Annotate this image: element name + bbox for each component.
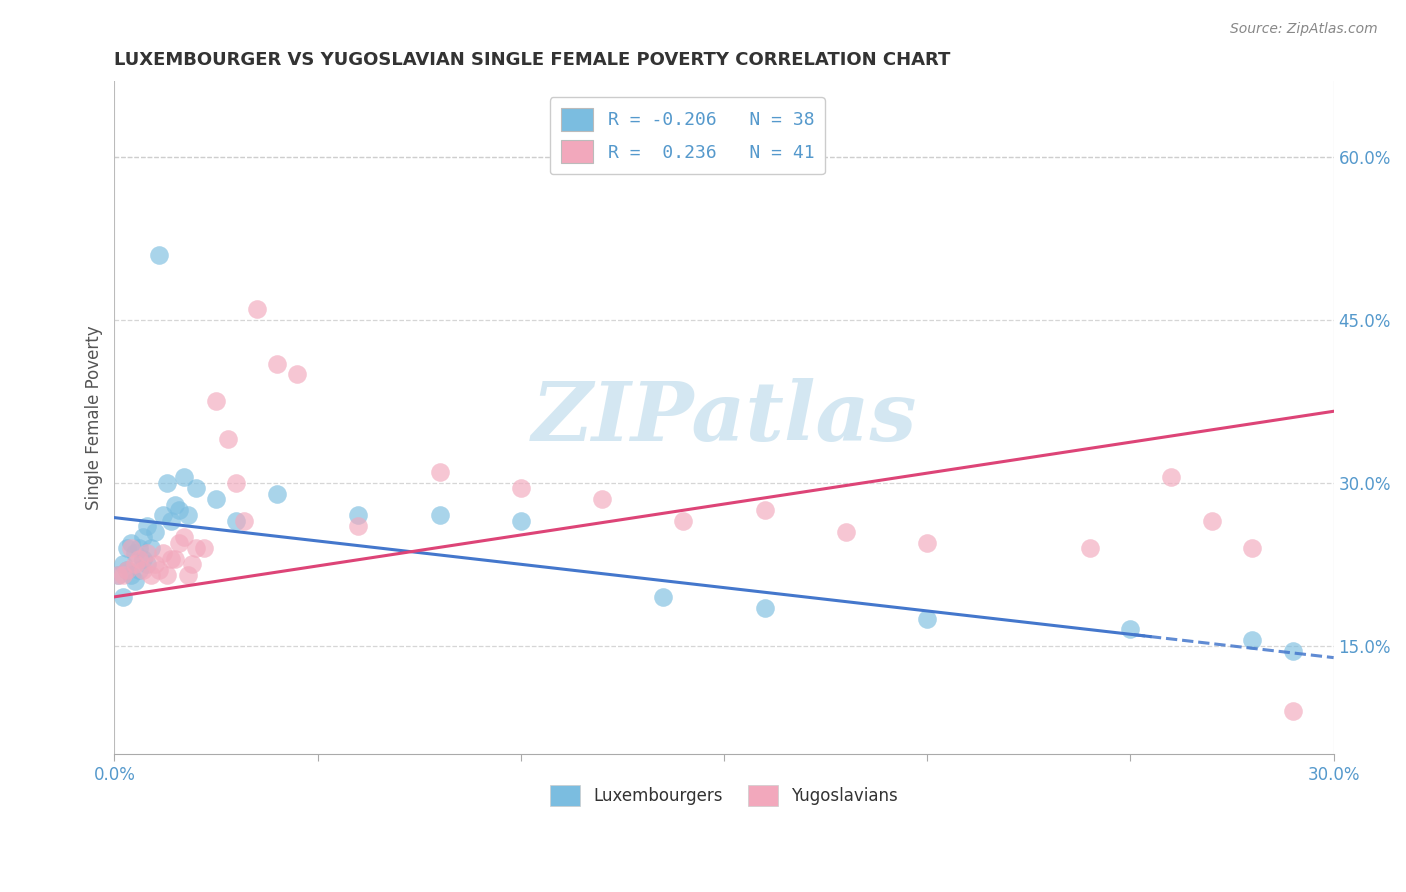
Point: [135, 519, 157, 533]
Point: [266, 357, 288, 371]
Point: [148, 563, 170, 577]
Point: [1241, 541, 1264, 555]
Point: [120, 541, 142, 555]
Point: [672, 514, 695, 528]
Point: [225, 475, 247, 490]
Text: Source: ZipAtlas.com: Source: ZipAtlas.com: [1230, 22, 1378, 37]
Point: [184, 481, 207, 495]
Point: [225, 514, 247, 528]
Point: [169, 535, 191, 549]
Point: [1078, 541, 1101, 555]
Point: [120, 568, 142, 582]
Point: [347, 508, 370, 523]
Point: [124, 574, 146, 588]
Point: [152, 508, 174, 523]
Point: [246, 302, 269, 317]
Point: [156, 475, 179, 490]
Point: [193, 541, 215, 555]
Point: [115, 563, 138, 577]
Point: [217, 433, 239, 447]
Point: [156, 568, 179, 582]
Point: [124, 558, 146, 572]
Point: [266, 487, 288, 501]
Point: [115, 541, 138, 555]
Point: [111, 558, 134, 572]
Point: [1160, 470, 1182, 484]
Point: [148, 248, 170, 262]
Point: [509, 514, 531, 528]
Text: ZIPatlas: ZIPatlas: [531, 378, 917, 458]
Point: [107, 568, 129, 582]
Point: [205, 492, 228, 507]
Point: [160, 552, 183, 566]
Point: [1119, 623, 1142, 637]
Point: [915, 611, 938, 625]
Point: [132, 530, 155, 544]
Point: [173, 470, 195, 484]
Point: [429, 465, 451, 479]
Point: [128, 552, 150, 566]
Point: [1282, 644, 1305, 658]
Point: [135, 546, 157, 560]
Point: [176, 508, 198, 523]
Point: [115, 563, 138, 577]
Point: [132, 563, 155, 577]
Point: [429, 508, 451, 523]
Point: [1282, 704, 1305, 718]
Point: [111, 568, 134, 582]
Point: [285, 368, 308, 382]
Point: [165, 552, 187, 566]
Y-axis label: Single Female Poverty: Single Female Poverty: [86, 326, 103, 510]
Point: [1201, 514, 1223, 528]
Point: [915, 535, 938, 549]
Point: [184, 541, 207, 555]
Point: [169, 503, 191, 517]
Point: [180, 558, 202, 572]
Point: [124, 546, 146, 560]
Point: [754, 503, 776, 517]
Text: LUXEMBOURGER VS YUGOSLAVIAN SINGLE FEMALE POVERTY CORRELATION CHART: LUXEMBOURGER VS YUGOSLAVIAN SINGLE FEMAL…: [114, 51, 950, 69]
Point: [176, 568, 198, 582]
Point: [1241, 633, 1264, 648]
Point: [591, 492, 613, 507]
Point: [135, 558, 157, 572]
Point: [143, 524, 166, 539]
Point: [835, 524, 858, 539]
Point: [754, 600, 776, 615]
Point: [139, 541, 162, 555]
Legend: Luxembourgers, Yugoslavians: Luxembourgers, Yugoslavians: [543, 779, 904, 814]
Point: [128, 563, 150, 577]
Point: [205, 394, 228, 409]
Point: [107, 568, 129, 582]
Point: [165, 498, 187, 512]
Point: [173, 530, 195, 544]
Point: [120, 535, 142, 549]
Point: [128, 541, 150, 555]
Point: [143, 558, 166, 572]
Point: [509, 481, 531, 495]
Point: [652, 590, 675, 604]
Point: [139, 568, 162, 582]
Point: [111, 590, 134, 604]
Point: [132, 552, 155, 566]
Point: [233, 514, 256, 528]
Point: [347, 519, 370, 533]
Point: [152, 546, 174, 560]
Point: [160, 514, 183, 528]
